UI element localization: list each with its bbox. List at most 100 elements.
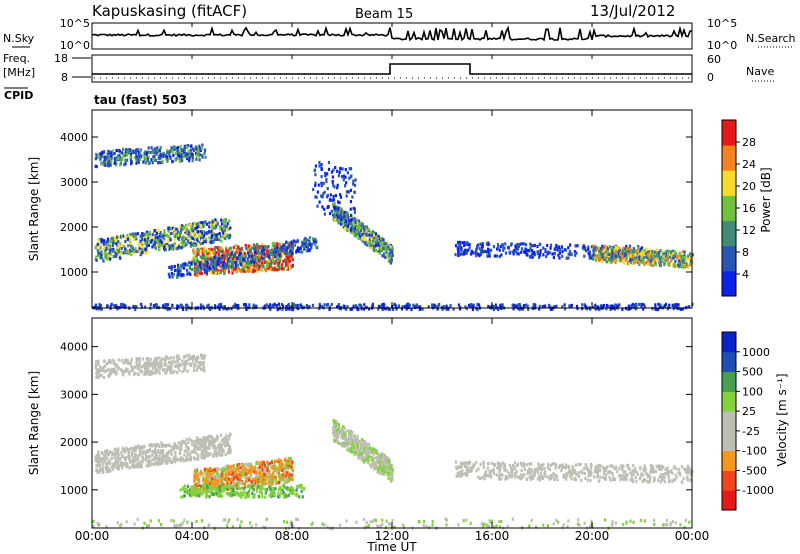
range-cell	[276, 268, 279, 272]
range-cell	[288, 253, 291, 258]
range-cell	[170, 272, 173, 276]
range-cell	[457, 250, 460, 254]
range-cell	[174, 158, 177, 163]
range-cell	[476, 245, 479, 249]
range-cell	[592, 249, 595, 253]
range-cell	[184, 364, 187, 368]
range-cell	[263, 245, 266, 249]
range-cell	[249, 252, 253, 256]
range-cell	[175, 227, 178, 231]
range-cell	[273, 261, 276, 265]
range-cell	[190, 144, 193, 148]
range-cell	[353, 229, 356, 233]
range-cell	[173, 442, 176, 446]
range-cell	[196, 437, 199, 441]
range-cell	[112, 467, 115, 471]
range-cell	[103, 162, 106, 166]
range-cell	[112, 358, 115, 362]
range-cell	[104, 455, 107, 459]
range-cell	[218, 442, 222, 446]
range-cell	[200, 221, 203, 225]
range-cell	[657, 307, 660, 311]
range-cell	[157, 161, 160, 165]
range-cell	[461, 241, 464, 245]
range-cell	[457, 303, 461, 307]
range-cell	[340, 217, 343, 221]
range-cell	[153, 229, 156, 233]
range-cell	[222, 260, 225, 264]
range-cell	[152, 462, 155, 466]
range-cell	[110, 302, 113, 306]
range-cell	[403, 304, 407, 308]
range-cell	[640, 246, 644, 250]
range-cell	[212, 259, 215, 264]
range-cell	[223, 224, 226, 228]
range-cell	[256, 263, 259, 267]
range-cell	[226, 265, 229, 269]
range-cell	[633, 260, 636, 264]
range-cell	[350, 222, 353, 226]
range-cell	[520, 307, 523, 311]
range-cell	[257, 259, 260, 263]
range-cell	[225, 443, 228, 447]
range-cell	[587, 247, 590, 251]
range-cell	[464, 305, 467, 309]
range-cell	[128, 449, 131, 453]
range-cell	[361, 237, 364, 241]
range-cell	[365, 305, 368, 309]
range-cell	[352, 224, 355, 228]
range-cell	[689, 260, 692, 264]
range-cell	[227, 257, 230, 261]
range-cell	[134, 235, 138, 239]
range-cell	[531, 251, 534, 255]
range-cell	[205, 264, 209, 268]
range-cell	[210, 238, 213, 242]
range-cell	[117, 156, 120, 160]
range-cell	[114, 159, 117, 163]
range-cell	[108, 159, 111, 163]
range-cell	[114, 161, 118, 165]
range-cell	[492, 245, 496, 249]
range-cell	[368, 307, 371, 311]
range-cell	[218, 303, 221, 307]
range-cell	[155, 456, 159, 460]
range-cell	[154, 158, 157, 163]
range-cell	[618, 255, 621, 259]
range-cell	[212, 471, 215, 475]
range-cell	[569, 253, 572, 257]
range-cell	[379, 239, 382, 243]
range-cell	[638, 257, 641, 261]
range-cell	[219, 249, 222, 253]
range-cell	[189, 266, 192, 270]
range-cell	[530, 244, 533, 248]
range-cell	[193, 224, 196, 228]
range-cell	[375, 243, 378, 247]
range-cell	[95, 153, 98, 157]
range-cell	[538, 307, 541, 311]
range-cell	[610, 255, 613, 259]
range-cell	[159, 461, 162, 466]
range-cell	[144, 248, 148, 252]
range-cell	[100, 373, 103, 378]
range-cell	[266, 251, 269, 255]
range-cell	[225, 438, 228, 442]
range-cell	[99, 463, 102, 468]
range-cell	[523, 250, 526, 254]
range-cell	[166, 455, 169, 459]
range-cell	[202, 259, 205, 263]
range-cell	[102, 375, 106, 379]
range-cell	[230, 480, 233, 484]
range-cell	[406, 302, 409, 306]
range-cell	[173, 243, 176, 247]
range-cell	[619, 251, 622, 255]
range-cell	[667, 251, 670, 255]
range-cell	[216, 438, 219, 442]
range-cell	[639, 252, 642, 256]
range-cell	[142, 160, 145, 164]
range-cell	[657, 302, 660, 306]
range-cell	[621, 249, 624, 253]
range-cell	[185, 308, 188, 312]
range-cell	[615, 258, 618, 262]
range-cell	[132, 368, 135, 372]
